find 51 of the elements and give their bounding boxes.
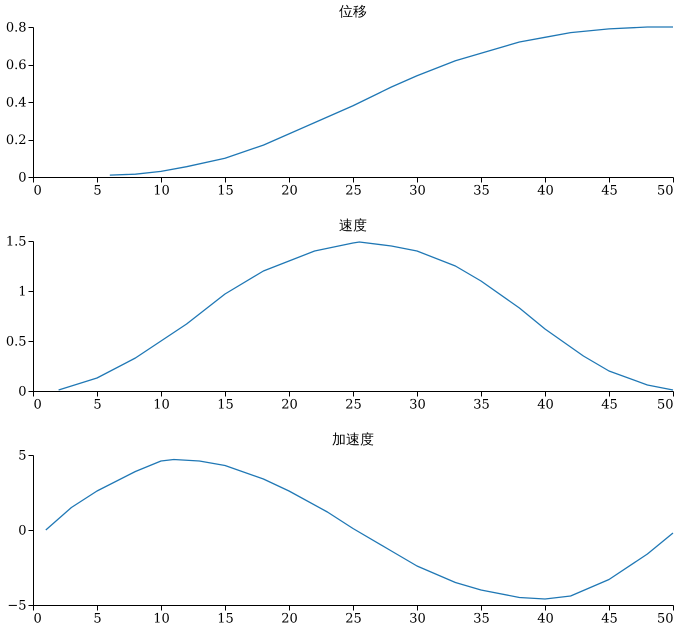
x-tick-label: 15 <box>217 398 234 412</box>
x-tick-label: 20 <box>281 184 298 198</box>
y-tick-label: 0.6 <box>6 58 26 73</box>
y-tick-label: 0 <box>18 524 26 538</box>
x-tick-label: 30 <box>409 398 426 412</box>
y-tick-label: 0.8 <box>6 20 26 36</box>
x-tick-label: 0 <box>34 612 42 626</box>
x-tick-label: 40 <box>537 612 554 626</box>
x-tick-label: 50 <box>656 612 674 626</box>
x-tick-label: 45 <box>601 612 618 626</box>
chart-title: 速度 <box>339 218 367 234</box>
x-tick-label: 25 <box>345 612 362 626</box>
x-tick-label: 10 <box>153 398 170 412</box>
y-tick-label: 0.2 <box>6 133 26 148</box>
chart-title: 加速度 <box>332 432 374 448</box>
y-tick-label: 0.5 <box>6 334 26 350</box>
x-tick-label: 45 <box>601 398 618 412</box>
line-series <box>58 241 674 391</box>
x-tick-label: 20 <box>281 398 298 412</box>
x-tick-label: 5 <box>93 398 102 412</box>
x-tick-label: 15 <box>217 612 234 626</box>
x-tick-label: 25 <box>345 398 362 412</box>
x-tick-label: 40 <box>537 398 554 412</box>
y-tick-label: 1 <box>18 284 26 300</box>
x-tick-label: 20 <box>281 612 298 626</box>
x-tick-label: 35 <box>473 184 490 198</box>
x-tick-label: 15 <box>217 184 234 198</box>
chart-title: 位移 <box>339 4 367 20</box>
x-tick-label: 30 <box>409 612 426 626</box>
x-tick-label: 10 <box>153 612 170 626</box>
y-tick-label: 0.4 <box>6 96 26 110</box>
x-tick-label: 0 <box>34 398 42 412</box>
x-tick-label: 5 <box>93 184 102 198</box>
x-tick-label: 35 <box>473 612 490 626</box>
y-tick-label: 0 <box>18 170 26 186</box>
x-tick-label: 50 <box>656 398 674 412</box>
x-tick-label: 45 <box>601 184 618 198</box>
x-tick-label: 5 <box>93 612 102 626</box>
x-tick-label: 40 <box>537 184 554 198</box>
x-tick-label: 50 <box>656 184 674 198</box>
y-tick-label: −5 <box>7 598 26 614</box>
y-tick-label: 1.5 <box>6 234 26 250</box>
x-tick-label: 30 <box>409 184 426 198</box>
line-series <box>109 26 674 176</box>
y-tick-label: 0 <box>18 384 26 400</box>
x-tick-label: 25 <box>345 184 362 198</box>
y-tick-label: 5 <box>18 448 26 464</box>
x-tick-label: 0 <box>34 184 42 198</box>
line-series <box>45 458 674 600</box>
x-tick-label: 10 <box>153 184 170 198</box>
x-tick-label: 35 <box>473 398 490 412</box>
